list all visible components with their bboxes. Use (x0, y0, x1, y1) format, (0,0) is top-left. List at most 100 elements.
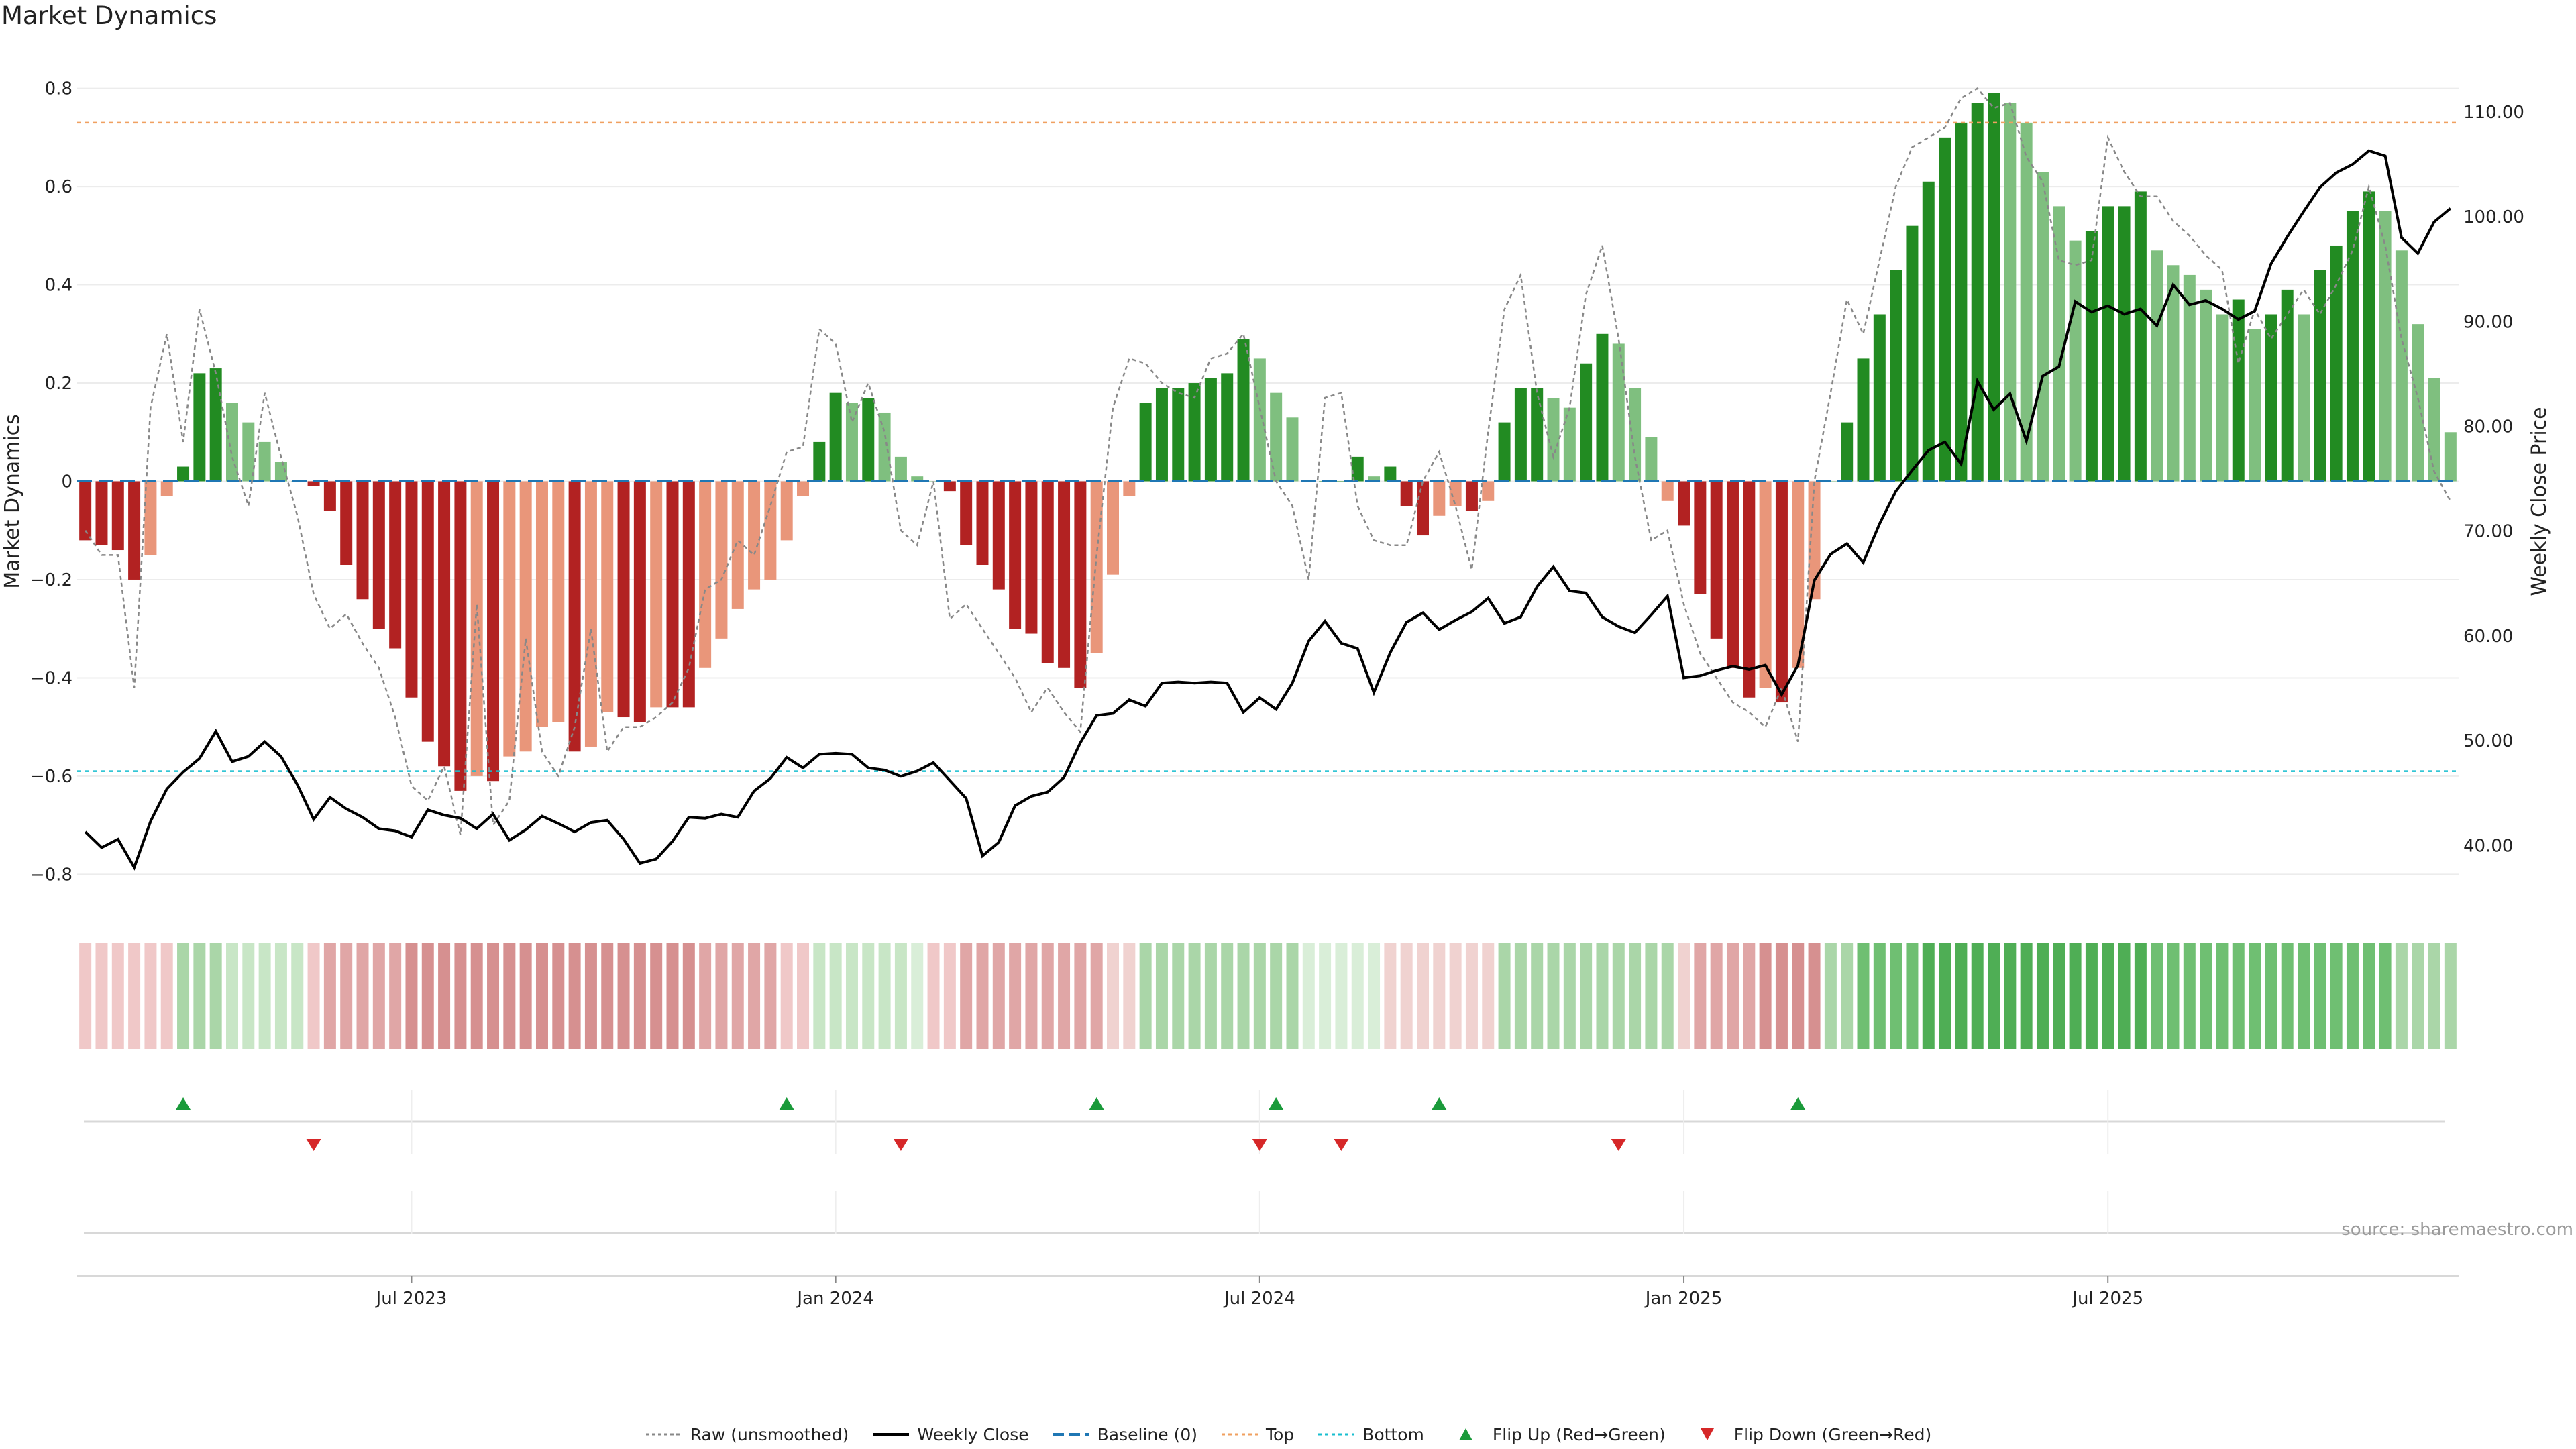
regime-cell (1661, 943, 1674, 1049)
regime-cell (470, 943, 483, 1049)
legend-baseline: Baseline (0) (1052, 1425, 1197, 1444)
bar (1661, 481, 1674, 501)
regime-cell (731, 943, 744, 1049)
bar (1514, 388, 1527, 482)
regime-cell (1726, 943, 1739, 1049)
regime-cell (1253, 943, 1266, 1049)
bar (1759, 481, 1772, 688)
bar (552, 481, 565, 722)
regime-cell (1629, 943, 1642, 1049)
regime-cell (1857, 943, 1870, 1049)
bar (1041, 481, 1054, 663)
chart-svg: −0.8 −0.6 −0.4 −0.2 0 0.2 0.4 0.6 0.8 40.00 50.00 6… (1, 79, 2551, 1309)
bar (1139, 402, 1152, 482)
x-tick-label: Jul 2024 (1223, 1289, 1295, 1309)
legend-flip-down: Flip Down (Green→Red) (1688, 1425, 1931, 1444)
regime-cell (1955, 943, 1968, 1049)
regime-cell (1123, 943, 1136, 1049)
bar (1237, 339, 1250, 482)
bar (79, 481, 92, 541)
bar (2004, 103, 2017, 482)
bar (650, 481, 663, 708)
regime-cell (405, 943, 418, 1049)
y2-tick-label: 40.00 (2463, 836, 2513, 856)
bar (1955, 122, 1968, 482)
flip-up-marker (779, 1097, 794, 1110)
bar (1971, 103, 1984, 482)
bar (2020, 122, 2033, 482)
bar (242, 422, 255, 482)
y-tick-label: 0.4 (45, 276, 72, 296)
regime-cell (1580, 943, 1593, 1049)
bar (2069, 240, 2082, 482)
regime-cell (1743, 943, 1756, 1049)
x-tick-label: Jan 2024 (796, 1289, 874, 1309)
legend-top-swatch (1221, 1433, 1258, 1436)
regime-cell (2249, 943, 2261, 1049)
regime-cell (894, 943, 907, 1049)
bar (1808, 481, 1821, 600)
regime-cell (552, 943, 565, 1049)
regime-cell (2020, 943, 2033, 1049)
bar (1204, 378, 1217, 482)
regime-cell (1058, 943, 1071, 1049)
bar (2265, 314, 2277, 482)
bar (323, 481, 336, 511)
regime-cell (1514, 943, 1527, 1049)
regime-cell (307, 943, 320, 1049)
regime-cell (1939, 943, 1951, 1049)
regime-cell (2265, 943, 2277, 1049)
regime-cell (2298, 943, 2310, 1049)
regime-cell (813, 943, 826, 1049)
regime-cell (829, 943, 842, 1049)
bar (1563, 407, 1576, 482)
regime-cell (845, 943, 858, 1049)
bar (1221, 373, 1234, 482)
bar (519, 481, 532, 752)
regime-cell (1188, 943, 1201, 1049)
legend-flip-up-swatch (1458, 1428, 1472, 1440)
bar (1841, 422, 1854, 482)
legend-raw-label: Raw (unsmoothed) (690, 1424, 849, 1444)
y-tick-label: 0 (61, 472, 72, 492)
regime-cell (2363, 943, 2375, 1049)
regime-cell (177, 943, 190, 1049)
bar (2216, 314, 2229, 482)
regime-cell (454, 943, 467, 1049)
bar (1090, 481, 1103, 653)
regime-cell (1155, 943, 1168, 1049)
regime-cell (1531, 943, 1544, 1049)
bar (1857, 358, 1870, 482)
bar (1629, 388, 1642, 482)
regime-cell (1204, 943, 1217, 1049)
regime-cell (1988, 943, 2000, 1049)
bar (1286, 417, 1299, 482)
regime-cell (1596, 943, 1609, 1049)
bar (2330, 245, 2343, 482)
bar (1058, 481, 1071, 668)
y-tick-label: 0.8 (45, 79, 72, 99)
bar (1873, 314, 1886, 482)
y2-tick-label: 70.00 (2463, 522, 2513, 542)
legend-weekly-close-swatch (873, 1433, 910, 1436)
regime-cell (1498, 943, 1511, 1049)
bar (1710, 481, 1723, 639)
regime-cell (2102, 943, 2114, 1049)
y2-axis-label: Weekly Close Price (2528, 407, 2551, 596)
bar (1792, 481, 1805, 668)
bar (878, 412, 891, 482)
bar (1449, 481, 1462, 506)
regime-cell (1384, 943, 1397, 1049)
regime-cell (862, 943, 875, 1049)
regime-cell (1971, 943, 1984, 1049)
regime-cell (1792, 943, 1805, 1049)
regime-cell (79, 943, 92, 1049)
bar (1890, 270, 1902, 482)
bar (2412, 324, 2424, 482)
regime-cell (1694, 943, 1707, 1049)
bar (1596, 333, 1609, 482)
bar (1678, 481, 1690, 526)
bar (894, 456, 907, 482)
bar (258, 441, 271, 482)
